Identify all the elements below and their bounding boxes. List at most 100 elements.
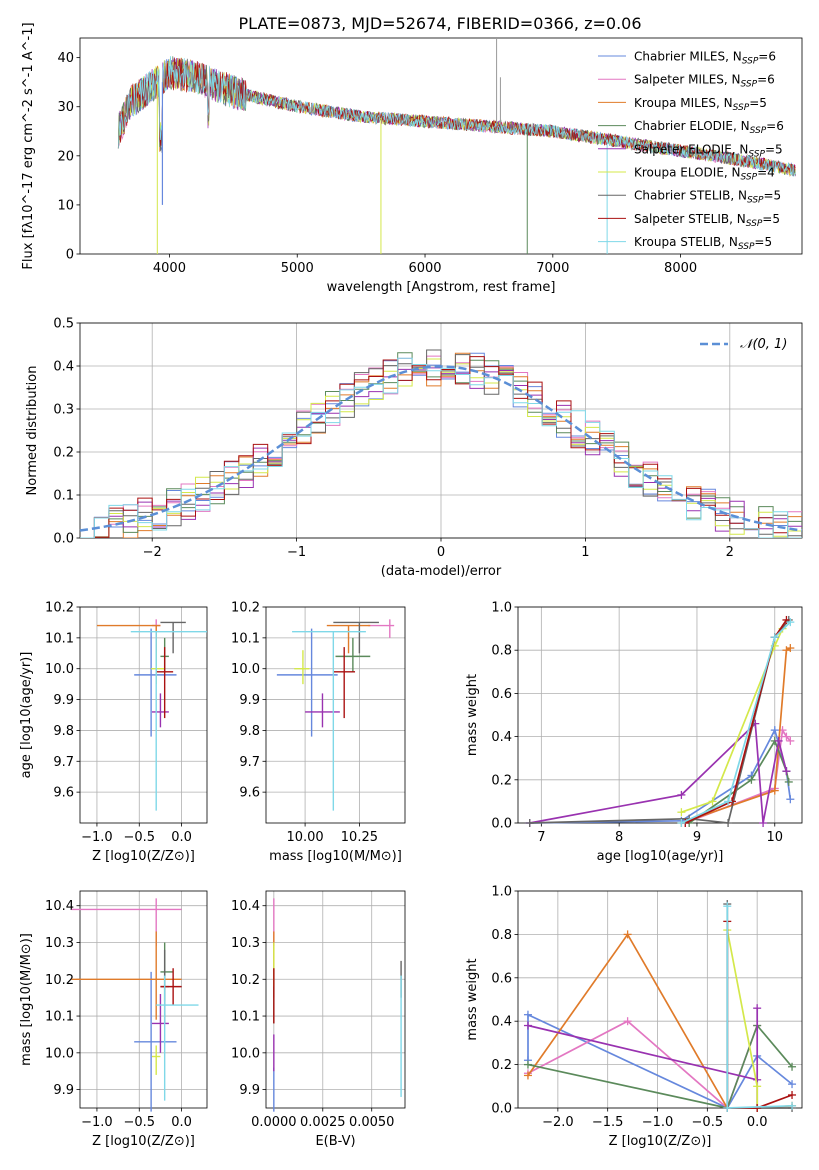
y-tick-label: 0.2 (53, 446, 74, 461)
x-tick-label: 0.0 (747, 1115, 768, 1130)
y-tick-label: 10.0 (45, 1046, 74, 1061)
y-tick-label: 10.3 (231, 936, 260, 951)
y-tick-label: 9.6 (239, 786, 260, 801)
y-axis-label: mass weight (465, 674, 480, 756)
y-tick-label: 10 (57, 198, 74, 213)
y-tick-label: 20 (57, 149, 74, 164)
mass-weight-vs-age-panel: 7 8 9 10 0.0 0.2 0.4 0.6 0.8 1.0 age [log10(age/yr… (465, 601, 803, 864)
x-axis-label: wavelength [Angstrom, rest frame] (327, 280, 556, 295)
x-tick-label: −1.0 (81, 1115, 113, 1130)
x-tick-label: 10.00 (286, 830, 323, 845)
y-tick-label: 0.3 (53, 403, 74, 418)
axes-frame (265, 606, 406, 824)
x-tick-label: 7 (537, 830, 545, 845)
y-tick-label: 9.9 (53, 1083, 74, 1098)
y-tick-label: 0.4 (53, 360, 74, 375)
mass-weight-vs-metallicity-panel: −2.0 −1.5 −1.0 −0.5 0.0 0.0 0.2 0.4 0.6 0.8 1.0 Z [… (465, 885, 803, 1149)
legend-label: Chabrier MILES, NSSP=6 (634, 50, 776, 67)
normal-curve (79, 365, 803, 532)
weight-line (527, 1023, 793, 1109)
spectrum-line (117, 56, 796, 178)
y-axis-label: Normed distribution (25, 366, 40, 496)
weight-line (529, 721, 788, 824)
x-axis-label: mass [log10(M/M⊙)] (269, 849, 402, 864)
legend-label: Salpeter STELIB, NSSP=5 (634, 212, 780, 229)
x-tick-label: 5000 (281, 261, 314, 276)
x-tick-label: 2 (726, 545, 734, 560)
legend-label: Kroupa MILES, NSSP=5 (634, 96, 767, 113)
axes-frame (79, 37, 803, 255)
x-tick-label: 0 (437, 545, 445, 560)
y-tick-label: 0.4 (491, 1015, 512, 1030)
x-axis-label: (data-model)/error (381, 564, 502, 579)
y-axis-label: mass [log10(M/M⊙)] (19, 933, 34, 1066)
x-tick-label: 4000 (153, 261, 186, 276)
y-tick-label: 9.7 (53, 755, 74, 770)
y-tick-label: 0.6 (491, 687, 512, 702)
spectrum-panel: 4000 5000 6000 7000 8000 0 10 20 30 40 wavelength … (21, 22, 803, 295)
y-tick-label: 0.1 (53, 489, 74, 504)
y-tick-label: 9.6 (53, 786, 74, 801)
y-tick-label: 40 (57, 51, 74, 66)
axes-frame (79, 890, 208, 1109)
legend-label: 𝒩(0, 1) (740, 337, 787, 352)
y-tick-label: 10.2 (45, 973, 74, 988)
chart-title: PLATE=0873, MJD=52674, FIBERID=0366, z=0… (238, 14, 641, 33)
legend-label: Kroupa ELODIE, NSSP=4 (634, 166, 775, 183)
x-tick-label: −2.0 (542, 1115, 574, 1130)
x-tick-label: −0.5 (123, 1115, 155, 1130)
mass-vs-metallicity-panel: −1.0 −0.5 0.0 9.9 10.0 10.1 10.2 10.3 10.4 Z [log… (19, 890, 208, 1149)
y-tick-label: 30 (57, 100, 74, 115)
x-tick-label: 10.25 (341, 830, 378, 845)
y-tick-label: 0.0 (491, 1102, 512, 1117)
x-tick-label: −1.0 (81, 830, 113, 845)
x-axis-label: age [log10(age/yr)] (597, 849, 724, 864)
x-tick-label: −0.5 (123, 830, 155, 845)
legend-label: Salpeter MILES, NSSP=6 (634, 73, 775, 90)
age-vs-mass-panel: 10.00 10.25 9.6 9.7 9.8 9.9 10.0 10.1 10.2 mass [… (231, 601, 406, 864)
axes-frame (517, 606, 803, 824)
y-tick-label: 10.0 (231, 1046, 260, 1061)
y-tick-label: 0.4 (491, 730, 512, 745)
x-tick-label: 0.0 (171, 1115, 192, 1130)
y-tick-label: 9.9 (239, 693, 260, 708)
weight-line (726, 906, 793, 1109)
x-axis-label: Z [log10(Z/Z⊙)] (92, 1134, 195, 1149)
legend-label: Chabrier STELIB, NSSP=5 (634, 189, 781, 206)
y-tick-label: 0.0 (53, 532, 74, 547)
x-tick-label: −1.0 (642, 1115, 674, 1130)
y-tick-label: 1.0 (491, 885, 512, 900)
y-tick-label: 1.0 (491, 601, 512, 616)
legend-label: Kroupa STELIB, NSSP=5 (634, 235, 772, 252)
x-tick-label: 8 (615, 830, 623, 845)
y-tick-label: 9.7 (239, 755, 260, 770)
y-tick-label: 9.9 (53, 693, 74, 708)
x-axis-label: Z [log10(Z/Z⊙)] (609, 1134, 712, 1149)
y-tick-label: 9.8 (239, 724, 260, 739)
y-tick-label: 0.8 (491, 928, 512, 943)
y-tick-label: 0.0 (491, 817, 512, 832)
x-tick-label: 1 (581, 545, 589, 560)
y-tick-label: 10.1 (45, 1010, 74, 1025)
axes-frame (79, 606, 208, 824)
weight-line (681, 647, 791, 824)
y-tick-label: 10.4 (45, 899, 74, 914)
y-tick-label: 10.1 (231, 631, 260, 646)
x-tick-label: 6000 (408, 261, 441, 276)
weight-line (681, 621, 791, 824)
x-axis-label: E(B-V) (315, 1134, 355, 1149)
x-tick-label: −0.5 (692, 1115, 724, 1130)
x-tick-label: 8000 (664, 261, 697, 276)
y-tick-label: 0.5 (53, 317, 74, 332)
y-tick-label: 9.8 (53, 724, 74, 739)
axes-frame (517, 890, 803, 1109)
x-tick-label: 9 (693, 830, 701, 845)
y-tick-label: 10.0 (231, 662, 260, 677)
histogram-panel: −2 −1 0 1 2 0.0 0.1 0.2 0.3 0.4 0.5 (data-model)/er… (25, 317, 803, 579)
legend-label: Salpeter ELODIE, NSSP=5 (634, 142, 783, 159)
y-tick-label: 0 (66, 248, 74, 263)
y-tick-label: 10.2 (45, 601, 74, 616)
y-tick-label: 10.1 (231, 1010, 260, 1025)
y-tick-label: 10.0 (45, 662, 74, 677)
